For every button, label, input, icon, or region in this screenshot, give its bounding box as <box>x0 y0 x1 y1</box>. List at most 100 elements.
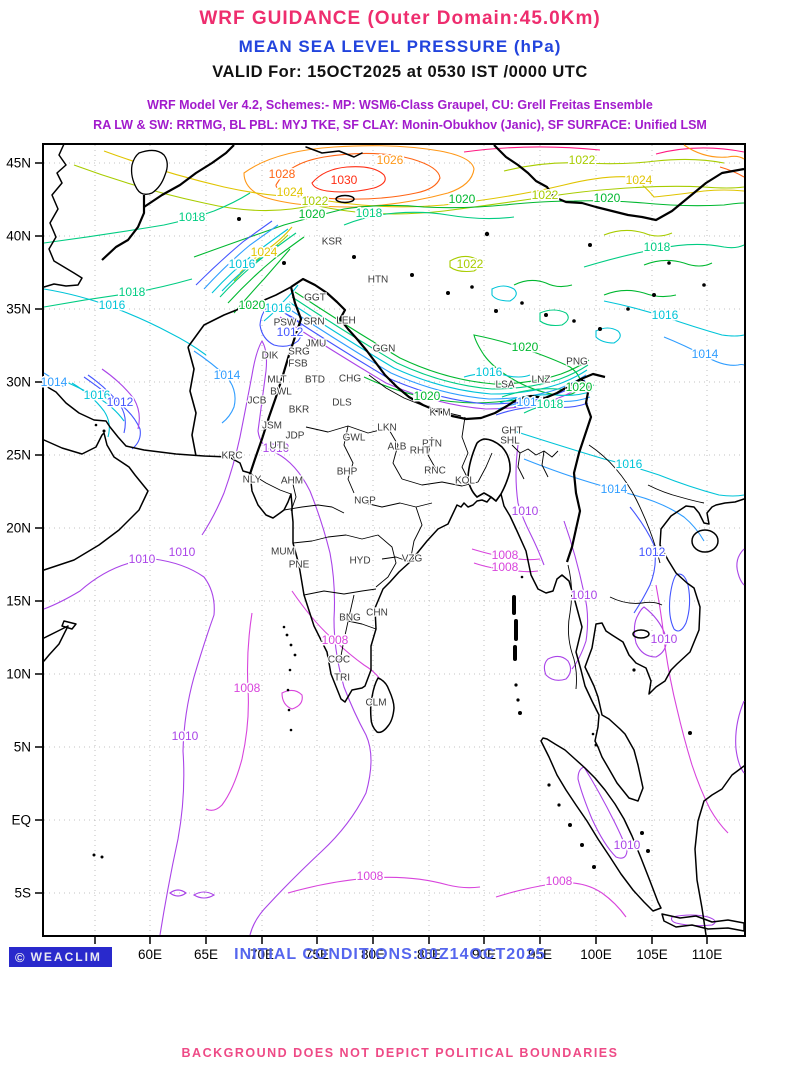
contour-label: 1016 <box>265 301 292 315</box>
station-label: FSB <box>288 359 308 370</box>
station-label: DIK <box>262 351 279 362</box>
station-label: BKR <box>289 405 310 416</box>
contour-1010 <box>192 891 216 899</box>
station-label: SRN <box>303 317 324 328</box>
thai-cambodia-border <box>609 596 663 606</box>
contour-1014 <box>43 372 65 388</box>
contour-1026 <box>243 145 475 208</box>
contour-label: 1014 <box>214 368 241 382</box>
contour-1014 <box>523 458 705 542</box>
y-tick-label: 45N <box>6 156 31 171</box>
central-asia-border <box>143 144 235 208</box>
contour-1008 <box>473 562 539 573</box>
contour-1022 <box>603 229 673 237</box>
contour-1010 <box>101 368 140 430</box>
contour-1026 <box>683 144 745 160</box>
laos-border <box>588 444 661 564</box>
pressure-contours <box>43 144 745 936</box>
contour-label: 1018 <box>537 397 564 411</box>
contour-1016 <box>463 372 531 378</box>
contour-1022 <box>449 255 481 273</box>
contour-1012 <box>83 376 141 450</box>
contour-1016 <box>263 284 299 322</box>
contour-1010 <box>735 700 745 774</box>
contour-1016 <box>43 288 207 356</box>
x-tick-label: 65E <box>194 947 218 962</box>
afghanistan-border <box>187 286 292 348</box>
contour-label: 1020 <box>414 389 441 403</box>
contour-1014 <box>285 306 587 400</box>
station-label: KRC <box>221 451 242 462</box>
axis-ticks-and-labels: 55E60E65E70E75E80E85E90E95E100E105E110E4… <box>6 156 722 963</box>
station-label: CLM <box>365 698 386 709</box>
contour-1012 <box>629 506 656 614</box>
contour-1020 <box>513 279 573 288</box>
china-vietnam-border <box>647 484 705 504</box>
station-label: BWL <box>270 387 292 398</box>
y-tick-label: 5N <box>14 740 31 755</box>
contour-1028 <box>275 152 441 200</box>
contour-label: 1030 <box>331 173 358 187</box>
contour-1018 <box>539 309 569 327</box>
station-label: BTD <box>305 375 325 386</box>
balkhash-lake <box>305 146 363 158</box>
y-tick-label: 5S <box>14 886 31 901</box>
contour-1014 <box>203 224 279 290</box>
contour-1024 <box>103 150 745 208</box>
station-label: BNG <box>339 613 361 624</box>
station-label: KOL <box>455 476 475 487</box>
contour-1016 <box>211 228 289 294</box>
station-label: MUM <box>271 547 295 558</box>
himalaya-border <box>290 277 606 421</box>
contour-1010 <box>633 606 667 658</box>
station-label: JCB <box>248 396 267 407</box>
contour-1010 <box>279 316 585 410</box>
contour-label: 1024 <box>626 173 653 187</box>
contour-label: 1016 <box>652 308 679 322</box>
station-label: LNZ <box>532 375 551 386</box>
myanmar-border <box>565 378 593 563</box>
contour-1014 <box>193 350 236 424</box>
station-label: TRI <box>334 673 350 684</box>
station-label: DLS <box>332 398 352 409</box>
contour-1012 <box>495 402 589 416</box>
borneo-coast <box>694 765 745 936</box>
arabian-peninsula-coast <box>43 432 149 571</box>
contour-label: 1008 <box>492 548 519 562</box>
contour-label: 1016 <box>99 298 126 312</box>
station-label: GGT <box>304 293 326 304</box>
x-tick-label: 95E <box>528 947 552 962</box>
contour-1024 <box>239 226 293 274</box>
tonle-sap-lake <box>632 629 650 639</box>
contour-1014 <box>497 396 591 410</box>
contour-1018 <box>291 296 589 390</box>
contour-label: 1016 <box>84 388 111 402</box>
contour-1008 <box>655 584 729 834</box>
y-tick-label: EQ <box>11 813 31 828</box>
contour-label: 1014 <box>601 482 628 496</box>
contour-1018 <box>501 384 595 398</box>
disclaimer-text: BACKGROUND DOES NOT DEPICT POLITICAL BOU… <box>181 1046 619 1060</box>
sri-lanka-island <box>369 677 395 734</box>
contour-label: 1020 <box>239 298 266 312</box>
y-tick-label: 40N <box>6 229 31 244</box>
station-label: JMU <box>306 339 327 350</box>
model-schemes-line-1: WRF Model Ver 4.2, Schemes:- MP: WSM6-Cl… <box>147 98 653 112</box>
java-island <box>661 913 745 932</box>
initial-conditions-label: INITIAL CONDITIONS:00Z14OCT2025 <box>234 946 546 963</box>
contour-label: 1010 <box>651 632 678 646</box>
valid-time-line: VALID For: 15OCT2025 at 0530 IST /0000 U… <box>212 63 588 81</box>
station-label: NLY <box>243 475 262 486</box>
map-frame: 1018 1028 1030 1026 1024 1022 1020 1022 1024 1022… <box>6 143 746 962</box>
contour-1008 <box>281 689 303 710</box>
contour-1016 <box>63 380 125 422</box>
hainan-island <box>691 529 719 553</box>
y-tick-label: 10N <box>6 667 31 682</box>
contour-label: 1020 <box>566 380 593 394</box>
contour-label: 1012 <box>277 325 304 339</box>
caspian-coastline <box>43 143 83 288</box>
contour-1012 <box>87 374 126 434</box>
contour-label: 1012 <box>107 395 134 409</box>
station-label: SHL <box>500 436 520 447</box>
